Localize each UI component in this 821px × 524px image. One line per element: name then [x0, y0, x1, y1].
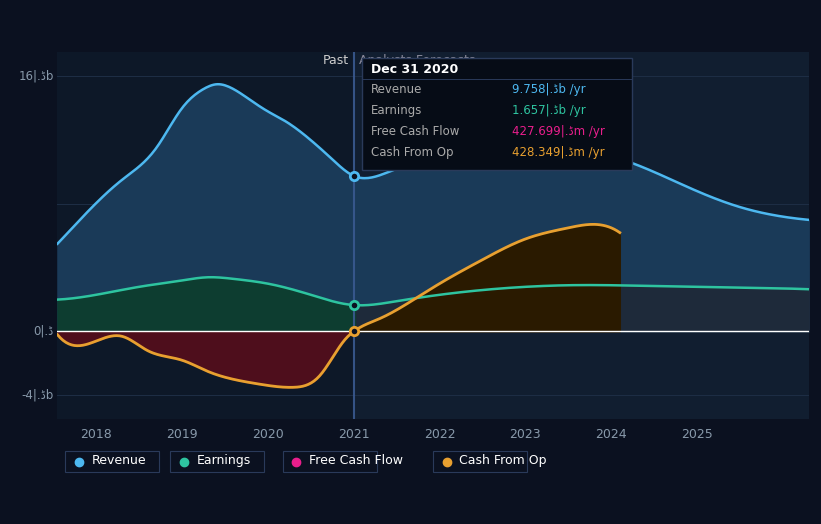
Text: 0|.ڈ: 0|.ڈ [34, 325, 53, 338]
Text: Cash From Op: Cash From Op [371, 146, 453, 159]
Bar [57, 52, 354, 419]
Text: Earnings: Earnings [371, 104, 422, 117]
Text: -4|.ڈb: -4|.ڈb [21, 389, 53, 402]
Text: Dec 31 2020: Dec 31 2020 [371, 63, 458, 77]
Text: Free Cash Flow: Free Cash Flow [310, 454, 403, 467]
Text: Free Cash Flow: Free Cash Flow [371, 125, 459, 138]
Text: 9.758|.ڈb /yr: 9.758|.ڈb /yr [512, 83, 585, 96]
Text: Revenue: Revenue [91, 454, 146, 467]
Text: 1.657|.ڈb /yr: 1.657|.ڈb /yr [512, 104, 585, 117]
FancyBboxPatch shape [362, 58, 632, 170]
Text: Cash From Op: Cash From Op [460, 454, 547, 467]
Text: 427.699|.ڈm /yr: 427.699|.ڈm /yr [512, 125, 605, 138]
Text: 16|.ڈb: 16|.ڈb [18, 70, 53, 83]
Bar [354, 52, 809, 419]
Text: Revenue: Revenue [371, 83, 422, 96]
Text: 428.349|.ڈm /yr: 428.349|.ڈm /yr [512, 146, 604, 159]
Text: Earnings: Earnings [196, 454, 250, 467]
Text: Past: Past [323, 54, 348, 67]
Text: Analysts Forecasts: Analysts Forecasts [359, 54, 475, 67]
